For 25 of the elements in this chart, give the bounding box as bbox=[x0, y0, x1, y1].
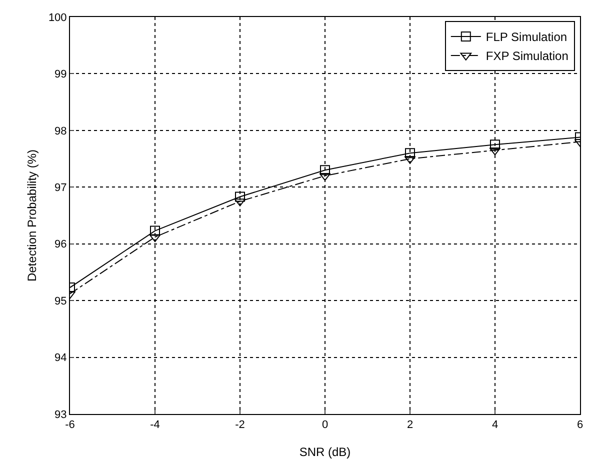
x-tick-label: -4 bbox=[150, 419, 160, 432]
y-tick-label: 94 bbox=[54, 352, 67, 364]
y-tick-label: 99 bbox=[54, 68, 67, 81]
x-axis-title: SNR (dB) bbox=[299, 445, 351, 459]
x-tick-label: -2 bbox=[235, 419, 245, 432]
point bbox=[235, 192, 245, 202]
point bbox=[149, 234, 161, 242]
point bbox=[320, 165, 330, 176]
y-tick-label: 93 bbox=[54, 408, 67, 421]
point bbox=[490, 140, 500, 150]
y-tick-label: 97 bbox=[54, 182, 67, 194]
legend-label: FLP Simulation bbox=[486, 30, 568, 44]
point bbox=[405, 148, 415, 158]
legend-label: FXP Simulation bbox=[486, 49, 568, 64]
x-tick-label: 2 bbox=[406, 419, 414, 432]
point bbox=[150, 226, 160, 236]
x-tick-label: 4 bbox=[492, 419, 498, 432]
y-tick-label: 100 bbox=[48, 12, 67, 24]
y-tick-label: 98 bbox=[54, 125, 67, 138]
x-tick-label: 6 bbox=[576, 419, 584, 432]
y-axis-title: Detection Probability (%) bbox=[25, 149, 39, 282]
y-tick-label: 95 bbox=[54, 295, 67, 308]
x-tick-label: 0 bbox=[322, 419, 328, 432]
y-tick-label: 96 bbox=[54, 238, 67, 251]
x-tick-label: -6 bbox=[65, 419, 75, 432]
